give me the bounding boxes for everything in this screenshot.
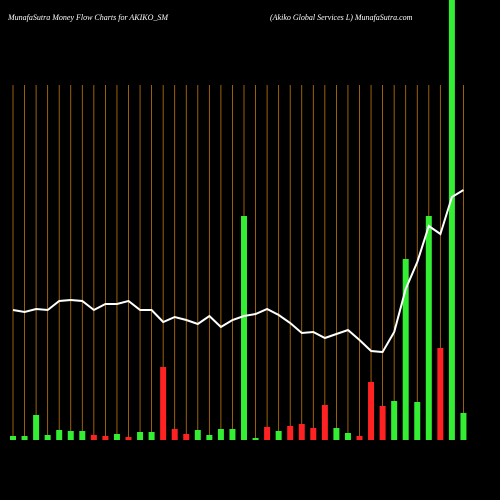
bar xyxy=(194,430,201,440)
bar xyxy=(171,429,178,440)
bar xyxy=(160,367,167,440)
bar xyxy=(44,435,51,440)
bar xyxy=(21,436,28,440)
bar xyxy=(414,402,421,440)
bar xyxy=(183,434,190,440)
bar xyxy=(137,432,144,440)
bar xyxy=(287,426,294,440)
money-flow-line xyxy=(12,189,465,354)
bar xyxy=(229,429,236,440)
bar xyxy=(10,436,16,440)
bar xyxy=(310,428,317,440)
bar xyxy=(113,434,120,440)
bar xyxy=(125,437,132,440)
bar xyxy=(368,382,375,440)
bar xyxy=(402,259,409,440)
bar xyxy=(264,427,271,440)
bar xyxy=(206,435,213,440)
bar xyxy=(148,432,155,440)
bar xyxy=(67,431,74,440)
bar xyxy=(298,424,305,440)
bar xyxy=(241,216,247,440)
bar xyxy=(102,436,109,440)
bar xyxy=(437,348,444,440)
bar xyxy=(79,431,86,440)
bar xyxy=(252,438,259,440)
bar xyxy=(448,0,455,440)
bar xyxy=(56,430,63,440)
bar xyxy=(321,405,328,440)
chart-title: MunafaSutra Money Flow Charts for AKIKO_… xyxy=(7,13,169,22)
chart-subtitle: (Akiko Global Services L) MunafaSutra.co… xyxy=(270,13,413,22)
bar xyxy=(425,216,432,440)
bar xyxy=(217,429,224,440)
bar xyxy=(90,435,97,440)
bar xyxy=(460,413,467,440)
bar xyxy=(356,436,363,440)
bar xyxy=(344,433,351,440)
bar xyxy=(379,406,386,440)
bar xyxy=(391,401,398,440)
bar xyxy=(33,415,40,440)
bar xyxy=(275,431,282,440)
bar xyxy=(333,428,340,440)
